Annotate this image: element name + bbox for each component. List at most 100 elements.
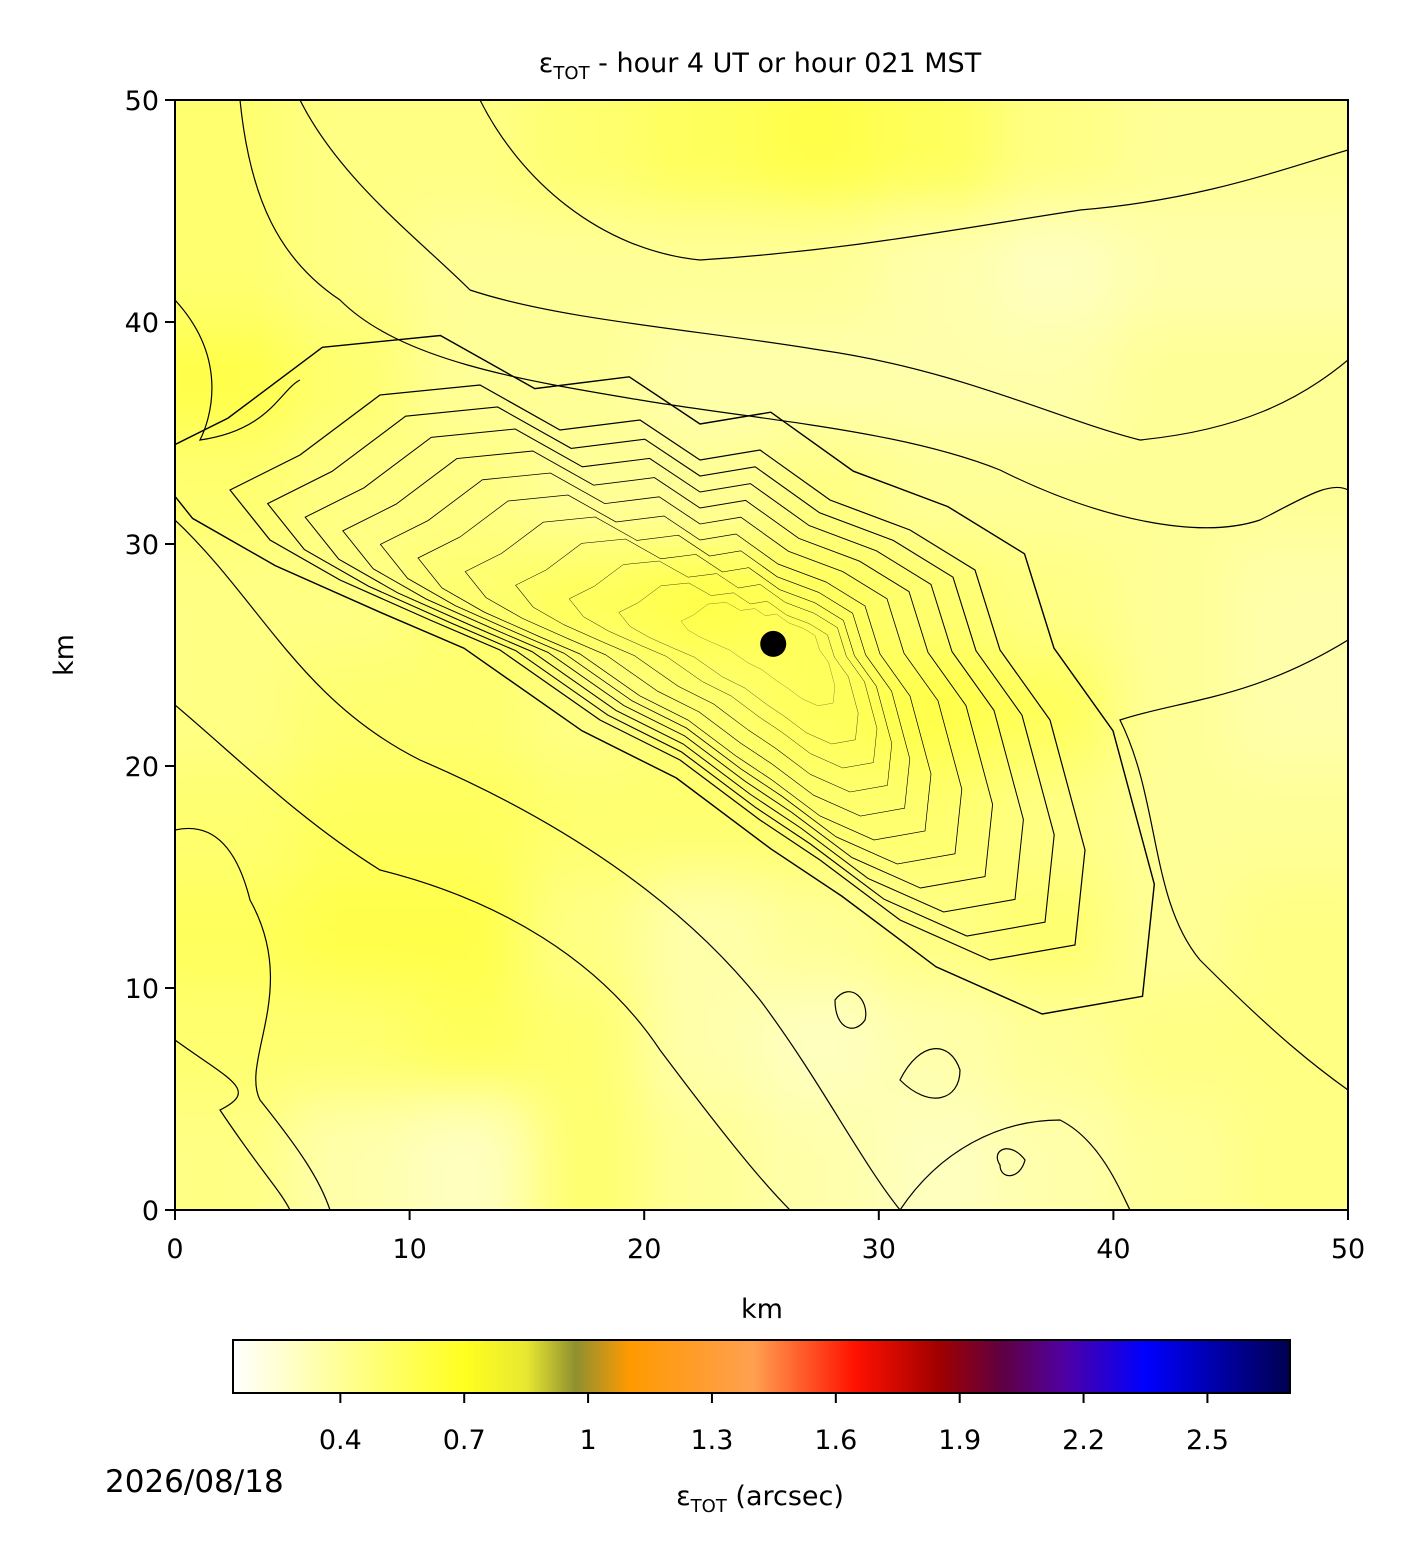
- heat-cell: [526, 322, 646, 434]
- heat-cell: [644, 1099, 763, 1210]
- contour: [900, 1120, 1130, 1210]
- heat-cell: [1113, 433, 1232, 545]
- heat-cell: [996, 655, 1115, 767]
- colorbar-tick-label: 1.9: [938, 1425, 981, 1456]
- heat-cell: [1230, 433, 1348, 545]
- contour: [300, 100, 1348, 440]
- heat-cell: [761, 322, 880, 434]
- y-tick-label: 30: [125, 530, 159, 561]
- contour: [997, 1149, 1025, 1176]
- x-tick-label: 40: [1096, 1234, 1130, 1265]
- x-tick-label: 30: [862, 1234, 896, 1265]
- heat-cell: [292, 877, 411, 989]
- heat-cell: [761, 211, 880, 323]
- heat-cell: [1230, 766, 1348, 878]
- clabel-subscript: TOT: [690, 1496, 728, 1517]
- heat-cell: [1230, 322, 1348, 434]
- heat-cell: [409, 766, 528, 878]
- heat-cell: [1230, 544, 1348, 656]
- heat-cell: [292, 1099, 411, 1210]
- heat-cell: [1230, 211, 1348, 323]
- contour: [175, 520, 900, 1210]
- heat-cell: [526, 655, 646, 767]
- heat-cell: [175, 1099, 294, 1210]
- heat-cell: [878, 877, 998, 989]
- heat-cell: [996, 433, 1115, 545]
- heat-cell: [644, 433, 763, 545]
- heat-cell: [292, 100, 411, 212]
- heat-cell: [526, 766, 646, 878]
- heat-cell: [175, 544, 294, 656]
- y-axis-label: km: [49, 634, 80, 676]
- heat-cell: [761, 1099, 880, 1210]
- contour: [480, 100, 1348, 260]
- clabel-text: (arcsec): [727, 1481, 844, 1512]
- heat-cell: [644, 544, 763, 656]
- y-tick-label: 40: [125, 308, 159, 339]
- heat-cell: [409, 988, 528, 1100]
- heat-cell: [175, 100, 294, 212]
- heat-cell: [996, 100, 1115, 212]
- colorbar-tick-label: 0.7: [443, 1425, 486, 1456]
- heat-cell: [761, 655, 880, 767]
- heat-cell: [526, 433, 646, 545]
- y-tick-label: 10: [125, 974, 159, 1005]
- heat-cell: [1113, 211, 1232, 323]
- heat-cell: [526, 211, 646, 323]
- colorbar-tick-label: 0.4: [319, 1425, 362, 1456]
- heat-cell: [878, 988, 998, 1100]
- heat-cell: [175, 655, 294, 767]
- clabel-symbol: ε: [676, 1481, 691, 1512]
- heat-cell: [292, 655, 411, 767]
- heat-cell: [1113, 100, 1232, 212]
- title-symbol: ε: [539, 48, 554, 79]
- colorbar-tick-label: 1.6: [814, 1425, 857, 1456]
- heat-cell: [1113, 1099, 1232, 1210]
- heat-cell: [644, 655, 763, 767]
- heat-cell: [526, 1099, 646, 1210]
- heat-cell: [526, 877, 646, 989]
- heat-cell: [996, 322, 1115, 434]
- plot-frame: [174, 99, 1349, 1211]
- heat-cell: [409, 100, 528, 212]
- heat-cell: [1113, 322, 1232, 434]
- title-subscript: TOT: [552, 63, 590, 84]
- x-tick-label: 0: [166, 1234, 183, 1265]
- colorbar: [232, 1339, 1291, 1394]
- contour: [175, 300, 300, 440]
- heat-cell: [996, 877, 1115, 989]
- heat-cell: [292, 211, 411, 323]
- heat-cell: [878, 100, 998, 212]
- heat-cell: [409, 322, 528, 434]
- heat-cell: [175, 433, 294, 545]
- heat-cell: [175, 877, 294, 989]
- y-tick-label: 50: [125, 86, 159, 117]
- heat-cell: [1113, 988, 1232, 1100]
- heat-cell: [292, 322, 411, 434]
- colorbar-tick-label: 2.5: [1186, 1425, 1229, 1456]
- heat-cell: [1230, 988, 1348, 1100]
- heat-cell: [1230, 100, 1348, 212]
- colorbar-label: εTOT (arcsec): [676, 1481, 844, 1517]
- contour: [175, 828, 330, 1210]
- heat-cell: [1113, 544, 1232, 656]
- heat-cell: [761, 766, 880, 878]
- contours: [175, 100, 1348, 1210]
- heat-cell: [644, 100, 763, 212]
- heat-cell: [644, 988, 763, 1100]
- heat-cell: [644, 877, 763, 989]
- heat-cell: [761, 100, 880, 212]
- x-tick-label: 50: [1331, 1234, 1365, 1265]
- heat-cell: [1113, 766, 1232, 878]
- contour: [835, 992, 866, 1028]
- contour: [240, 100, 1348, 528]
- heat-cell: [526, 988, 646, 1100]
- site-marker: [760, 630, 787, 657]
- heat-cell: [996, 1099, 1115, 1210]
- heat-cell: [1230, 1099, 1348, 1210]
- x-tick-label: 20: [627, 1234, 661, 1265]
- heat-cell: [292, 988, 411, 1100]
- heat-cell: [878, 1099, 998, 1210]
